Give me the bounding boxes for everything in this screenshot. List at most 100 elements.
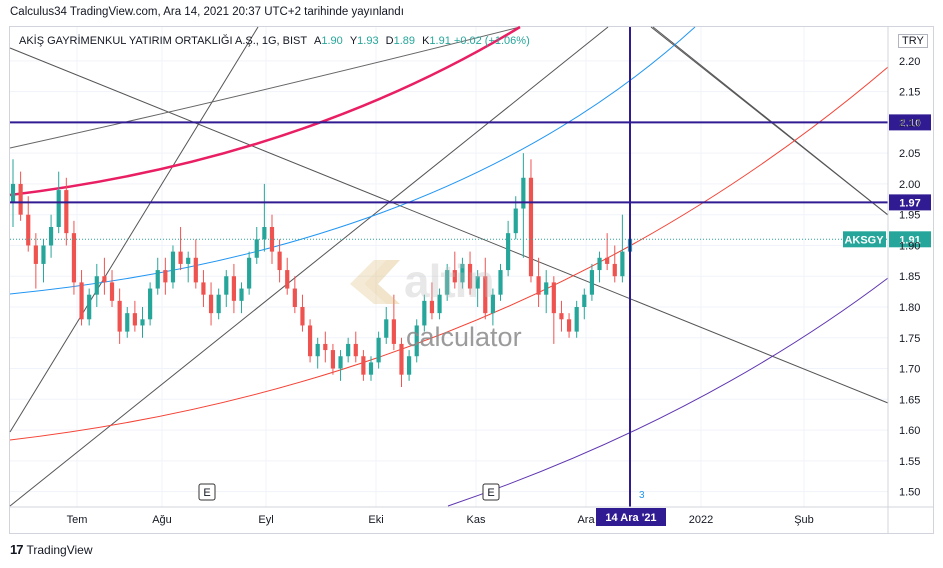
drawing-lines[interactable] (9, 25, 889, 507)
candle-body (407, 356, 412, 375)
candle-body (429, 300, 435, 314)
candle-body (559, 313, 564, 320)
open-label: A (313, 35, 322, 47)
candle-body (566, 319, 572, 332)
candle-body (201, 282, 206, 295)
candle-body (368, 362, 374, 375)
price-tick-label: 2.10 (899, 117, 920, 129)
candle-body (330, 350, 336, 369)
candle-body (102, 276, 107, 283)
currency-badge[interactable]: TRY (898, 34, 928, 48)
candle-body (79, 282, 84, 320)
candle-body (285, 270, 290, 289)
candle-body (399, 343, 404, 375)
price-tick-label: 2.15 (899, 87, 920, 99)
earnings-event-marker[interactable] (482, 483, 500, 501)
ticker-label: AKSGY (844, 234, 884, 246)
candle-body (460, 263, 465, 283)
candle-body (56, 190, 61, 227)
price-tick-label: 2.00 (899, 179, 920, 191)
price-tick-label: 2.20 (899, 56, 920, 68)
arc-curve-blue[interactable] (9, 26, 696, 295)
earnings-event-label: E (487, 487, 494, 499)
high-label: Y (349, 35, 358, 47)
candle-body (574, 307, 579, 332)
candle-body (117, 300, 122, 332)
trend-line[interactable] (652, 26, 889, 216)
time-tick-label: Eki (368, 514, 383, 526)
arc-curve-red[interactable] (9, 66, 889, 441)
footer-brand: TradingView (26, 542, 93, 557)
candlestick-series (10, 153, 633, 387)
candle-body (506, 233, 511, 271)
trend-line[interactable] (9, 26, 259, 433)
candle-body (315, 343, 320, 357)
candle-body (414, 325, 419, 357)
candle-body (87, 294, 92, 320)
candle-body (612, 263, 617, 277)
candle-body (148, 288, 153, 320)
candle-body (490, 294, 495, 314)
axes: 2.20 2.15 2.10 2.05 2.00 1.95 1.90 1.85 1.80 1.75… (10, 27, 933, 533)
horizontal-line-price-label: 1.97 (899, 197, 920, 209)
trend-line[interactable] (9, 47, 889, 404)
candle-body (384, 319, 389, 338)
trend-line[interactable] (9, 26, 609, 507)
candle-body (33, 245, 38, 264)
candle-body (292, 288, 297, 307)
candle-body (475, 276, 480, 289)
price-tick-label: 1.60 (899, 425, 920, 437)
tradingview-logo-icon: 17 (10, 542, 24, 557)
low-value: 1.89 (393, 35, 416, 47)
candle-body (376, 337, 381, 363)
candle-body (71, 233, 77, 283)
price-tick-label: 1.95 (899, 210, 920, 222)
candle-body (452, 270, 457, 283)
low-label: D (385, 35, 394, 47)
candle-body (64, 190, 69, 234)
candle-body (216, 294, 221, 314)
candle-body (353, 343, 358, 357)
ticker-tag (843, 231, 886, 248)
candle-body (10, 183, 16, 203)
last-price-tag (889, 231, 931, 248)
candle-body (361, 356, 366, 375)
cursor-count-label: 3 (639, 490, 645, 501)
arc-curve-gray[interactable] (9, 26, 521, 149)
candle-body (170, 251, 176, 283)
candle-body (582, 294, 587, 307)
candle-body (323, 343, 328, 351)
watermark-sub: calculator (406, 322, 522, 352)
candle-body (132, 313, 137, 326)
time-tick-label: Ara (577, 514, 595, 526)
overlay-lines[interactable]: 2.10 1.97 AKSGY 1.91 14 Ara '21 3 E E (10, 27, 931, 526)
candle-body (18, 183, 23, 215)
time-tick-label: Eyl (258, 514, 273, 526)
arc-curve-purple[interactable] (447, 277, 889, 507)
candle-body (163, 270, 168, 283)
price-tick-label: 1.70 (899, 364, 920, 376)
symbol-legend[interactable]: AKİŞ GAYRİMENKUL YATIRIM ORTAKLIĞI A.Ş.,… (19, 35, 530, 47)
candle-body (26, 214, 31, 246)
candle-body (422, 300, 427, 326)
arc-curve-crimson[interactable] (9, 25, 521, 197)
candle-body (597, 257, 602, 271)
horizontal-line-price-tag (889, 194, 931, 211)
earnings-event-marker[interactable] (198, 483, 216, 501)
candle-body (300, 307, 305, 326)
close-label: K (422, 35, 430, 47)
candle-body (224, 276, 229, 295)
price-tick-label: 1.75 (899, 333, 920, 345)
candle-body (193, 257, 198, 283)
candle-body (307, 325, 313, 357)
candle-body (467, 263, 473, 289)
price-tick-label: 1.50 (899, 487, 920, 499)
candle-body (391, 319, 396, 344)
time-tick-label: Şub (794, 514, 814, 526)
candle-body (125, 313, 130, 332)
candle-body (498, 270, 503, 295)
price-tick-label: 1.90 (899, 240, 920, 252)
candle-body (41, 245, 46, 264)
candle-body (620, 251, 625, 277)
